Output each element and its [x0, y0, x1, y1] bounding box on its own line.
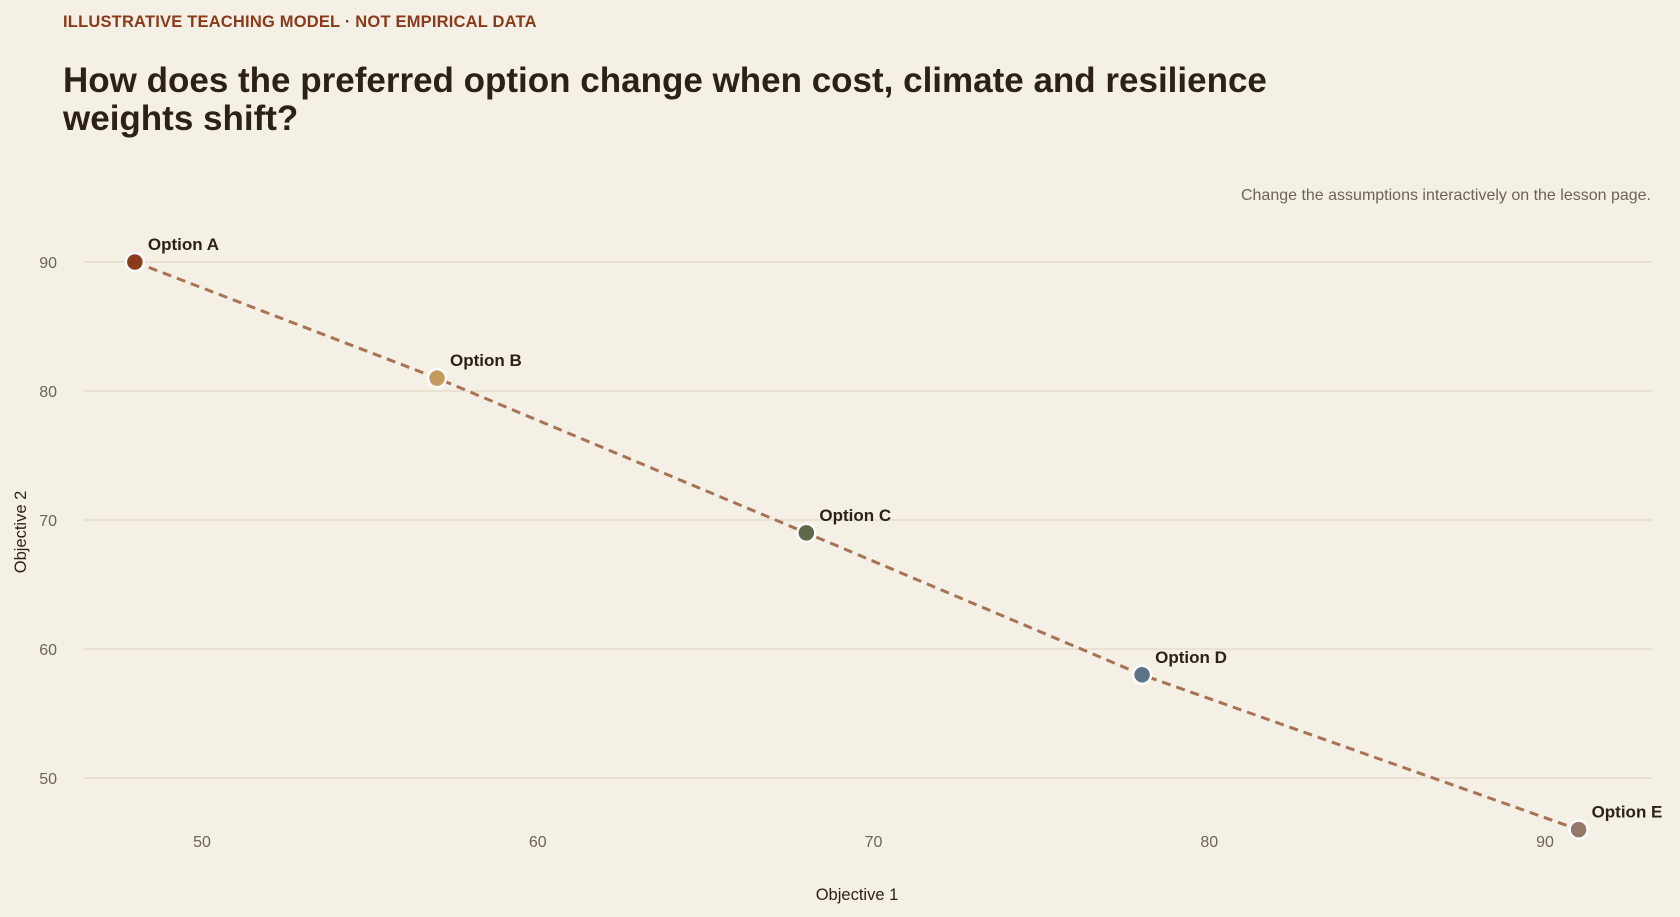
point-label: Option B — [450, 351, 522, 370]
point-label: Option A — [148, 235, 219, 254]
pareto-connector-line — [134, 260, 1580, 832]
y-tick-label: 50 — [39, 771, 57, 788]
chart-note: Change the assumptions interactively on … — [1240, 187, 1651, 204]
y-tick-label: 60 — [39, 642, 57, 659]
point-label: Option E — [1592, 803, 1663, 822]
y-tick-label: 70 — [39, 513, 57, 530]
y-tick-label: 80 — [39, 384, 57, 401]
data-point-option-a[interactable] — [124, 251, 146, 273]
point-label: Option C — [819, 506, 891, 525]
x-tick-label: 50 — [193, 834, 211, 851]
y-axis-title: Objective 2 — [12, 491, 30, 574]
kicker-label: ILLUSTRATIVE TEACHING MODEL · NOT EMPIRI… — [63, 13, 537, 31]
data-point-option-b[interactable] — [426, 367, 448, 389]
data-point-option-e[interactable] — [1568, 819, 1589, 840]
chart-title: How does the preferred option change whe… — [63, 61, 1267, 138]
y-tick-labels: 50 60 70 80 90 — [39, 255, 57, 788]
x-axis-title: Objective 1 — [816, 886, 899, 904]
x-tick-label: 80 — [1200, 834, 1218, 851]
data-point-option-c[interactable] — [796, 522, 817, 544]
x-tick-label: 60 — [529, 834, 547, 851]
x-tick-label: 70 — [865, 834, 883, 851]
point-label: Option D — [1155, 648, 1227, 667]
grid-lines — [84, 261, 1652, 779]
data-point-option-d[interactable] — [1131, 664, 1153, 686]
x-tick-labels: 50 60 70 80 90 — [193, 834, 1554, 851]
x-tick-label: 90 — [1536, 834, 1554, 851]
data-points — [124, 251, 1589, 840]
point-labels: Option A Option B Option C Option D Option E — [148, 235, 1663, 822]
y-tick-label: 90 — [39, 255, 57, 272]
